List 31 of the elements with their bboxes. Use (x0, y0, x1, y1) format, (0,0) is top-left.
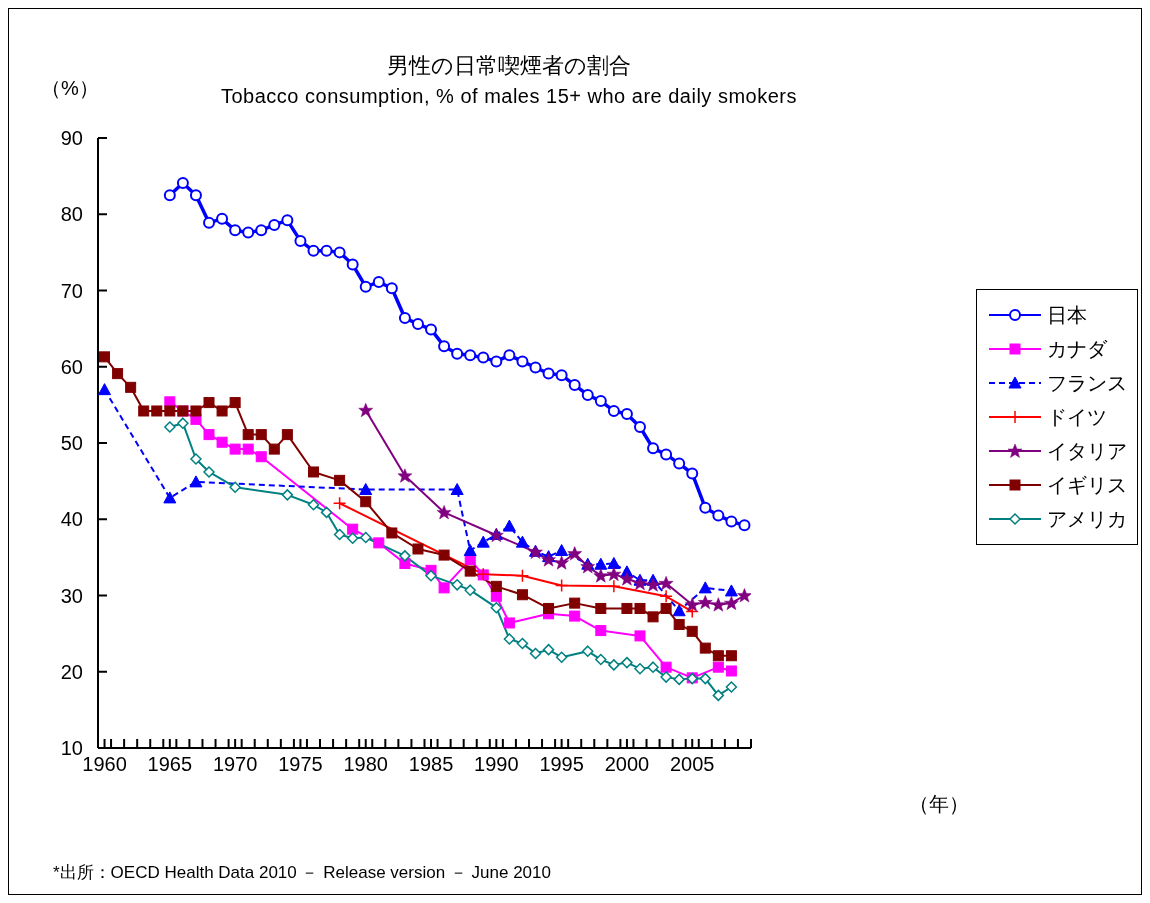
legend-label: フランス (1047, 370, 1127, 396)
legend-label: イギリス (1047, 472, 1127, 498)
y-tick-label: 40 (60, 508, 83, 531)
x-tick-label: 1980 (343, 753, 388, 776)
text: *出所：OECD Health Data 2010 － Release version － June 2010 (53, 862, 551, 884)
x-tick-label: 1985 (408, 753, 454, 776)
x-tick-label: 1960 (82, 753, 127, 776)
y-axis-title: （%） (41, 76, 99, 101)
x-tick-label: 1965 (147, 753, 193, 776)
y-tick-label: 50 (60, 432, 83, 455)
x-tick-label: 1995 (539, 753, 584, 776)
chart-subtitle: Tobacco consumption, % of males 15+ who are daily smokers (221, 85, 797, 107)
x-tick-label: 1990 (474, 753, 519, 776)
legend-label: イタリア (1047, 438, 1127, 464)
chart-title: 男性の日常喫煙者の割合 (387, 53, 631, 78)
legend-label: ドイツ (1047, 404, 1107, 430)
legend-label: カナダ (1047, 336, 1107, 362)
x-tick-label: 1975 (278, 753, 323, 776)
text: （年） (909, 792, 969, 817)
y-tick-label: 20 (60, 660, 83, 683)
y-tick-label: 70 (60, 279, 83, 302)
legend-label: アメリカ (1047, 506, 1127, 532)
y-tick-label: 80 (60, 203, 83, 226)
x-tick-label: 1970 (212, 753, 258, 776)
y-tick-label: 90 (60, 127, 83, 150)
legend-label: 日本 (1047, 302, 1087, 328)
y-tick-label: 10 (60, 737, 83, 760)
x-tick-label: 2000 (604, 753, 650, 776)
y-tick-label: 60 (60, 355, 83, 378)
x-tick-label: 2005 (669, 753, 715, 776)
y-tick-label: 30 (60, 584, 83, 607)
